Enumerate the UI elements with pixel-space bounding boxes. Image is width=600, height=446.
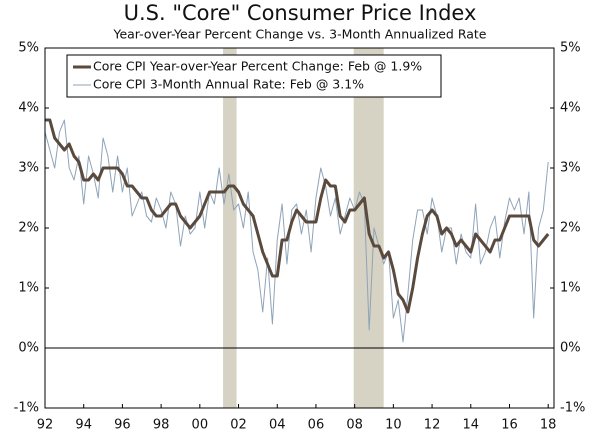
y-tick-label: 1% [18, 281, 39, 296]
recession-band [223, 48, 237, 408]
series-line [44, 119, 549, 343]
x-tick-label: 96 [114, 418, 131, 433]
x-tick-label: 10 [385, 418, 402, 433]
y-tick-label: 4% [18, 101, 39, 116]
x-tick-label: 14 [463, 418, 480, 433]
x-tick-label: 02 [230, 418, 247, 433]
y-tick-label: -1% [14, 401, 39, 416]
x-tick-label: 18 [540, 418, 557, 433]
y2-tick-label: -1% [560, 401, 585, 416]
y-tick-label: 3% [18, 161, 39, 176]
y2-tick-label: 1% [560, 281, 581, 296]
x-tick-label: 12 [424, 418, 441, 433]
x-tick-label: 00 [192, 418, 209, 433]
y2-tick-label: 0% [560, 341, 581, 356]
x-tick-label: 06 [308, 418, 325, 433]
chart-subtitle: Year-over-Year Percent Change vs. 3-Mont… [112, 27, 486, 42]
x-tick-label: 92 [37, 418, 54, 433]
chart-title: U.S. "Core" Consumer Price Index [124, 1, 477, 25]
plot-frame [44, 47, 555, 409]
legend-box [66, 54, 442, 98]
legend-label: Core CPI Year-over-Year Percent Change: … [93, 59, 422, 74]
y2-tick-label: 2% [560, 221, 581, 236]
y2-tick-label: 5% [560, 41, 581, 56]
y2-tick-label: 3% [560, 161, 581, 176]
x-tick-label: 08 [346, 418, 363, 433]
y-tick-label: 5% [18, 41, 39, 56]
x-tick-label: 98 [153, 418, 170, 433]
x-tick-label: 16 [501, 418, 518, 433]
legend-label: Core CPI 3-Month Annual Rate: Feb @ 3.1% [93, 77, 364, 92]
x-tick-label: 04 [269, 418, 286, 433]
x-tick-label: 94 [75, 418, 92, 433]
y-tick-label: 2% [18, 221, 39, 236]
y2-tick-label: 4% [560, 101, 581, 116]
series-line [45, 118, 550, 314]
y-tick-label: 0% [18, 341, 39, 356]
